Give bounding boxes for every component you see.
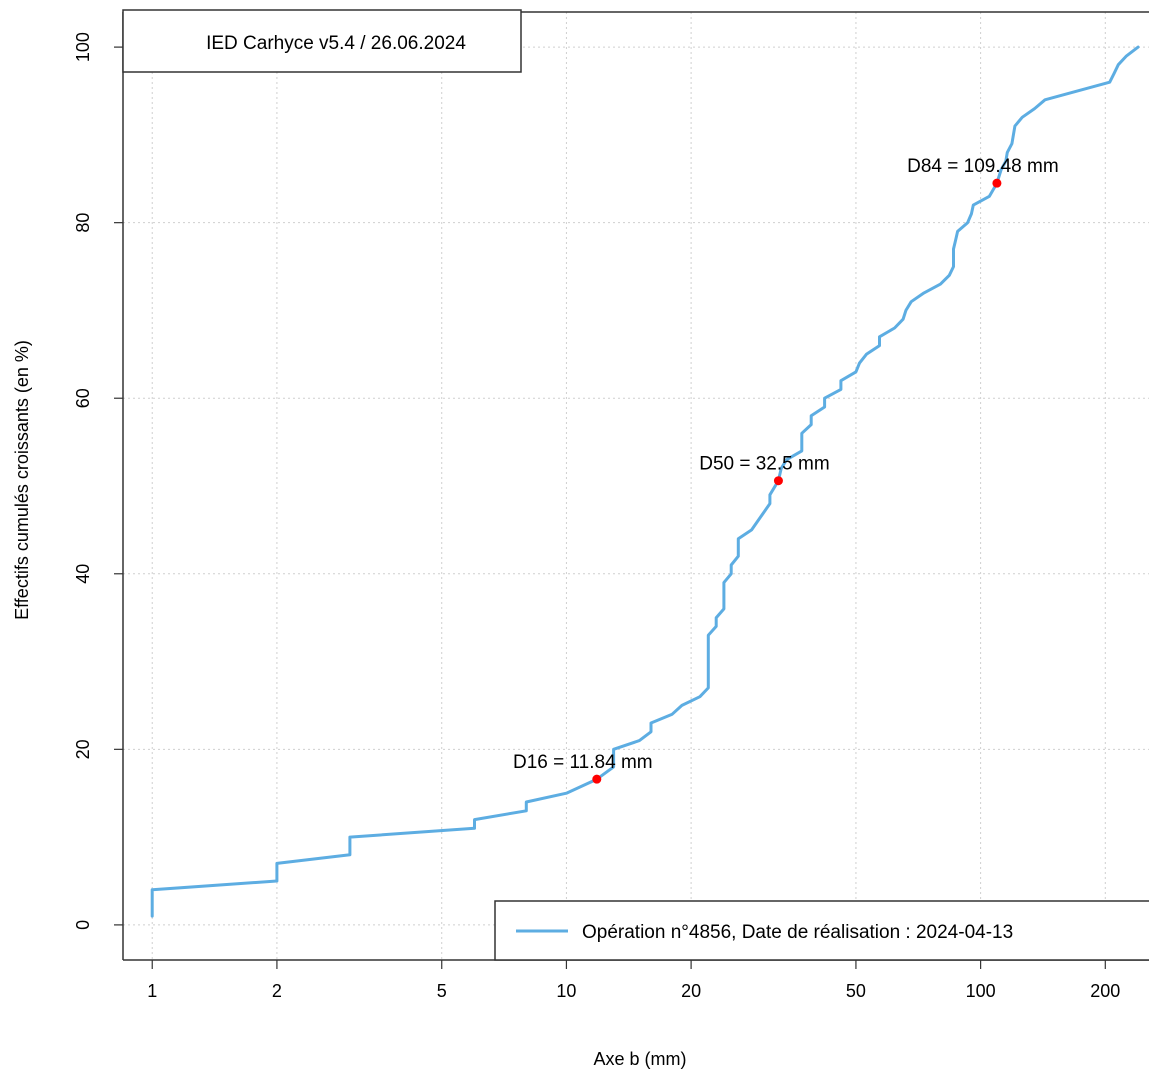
legend: Opération n°4856, Date de réalisation : …	[494, 900, 1149, 961]
percentile-marker	[773, 476, 783, 486]
x-axis-title: Axe b (mm)	[593, 1049, 686, 1069]
x-tick-label: 200	[1090, 981, 1120, 1001]
y-axis-title: Effectifs cumulés croissants (en %)	[12, 340, 32, 620]
grid-lines	[123, 12, 1149, 960]
x-tick-label: 5	[437, 981, 447, 1001]
legend-entry-label: Opération n°4856, Date de réalisation : …	[582, 922, 1013, 943]
x-tick-label: 50	[846, 981, 866, 1001]
percentile-label: D16 = 11.84 mm	[513, 752, 653, 773]
tick-layer: 1 2 5 10 20 50 100 200 0 20 40 60 80 100	[73, 32, 1120, 1001]
percentile-marker	[992, 178, 1002, 188]
x-tick-label: 1	[147, 981, 157, 1001]
y-tick-label: 80	[73, 213, 93, 233]
y-tick-label: 100	[73, 32, 93, 62]
percentile-label: D84 = 109.48 mm	[907, 156, 1059, 177]
percentile-marker	[592, 774, 602, 784]
x-tick-label: 100	[966, 981, 996, 1001]
x-tick-label: 2	[272, 981, 282, 1001]
y-tick-label: 60	[73, 388, 93, 408]
series-line	[150, 45, 1140, 918]
annotation-layer: D16 = 11.84 mm D50 = 32.5 mm D84 = 109.48 …	[513, 156, 1059, 773]
y-tick-label: 20	[73, 739, 93, 759]
version-label-box: IED Carhyce v5.4 / 26.06.2024	[122, 9, 522, 73]
version-label: IED Carhyce v5.4 / 26.06.2024	[206, 33, 466, 54]
x-tick-label: 10	[556, 981, 576, 1001]
x-tick-label: 20	[681, 981, 701, 1001]
percentile-label: D50 = 32.5 mm	[699, 454, 829, 475]
series-layer	[150, 45, 1140, 918]
y-tick-label: 40	[73, 564, 93, 584]
y-tick-label: 0	[73, 920, 93, 930]
marker-layer	[592, 178, 1002, 784]
